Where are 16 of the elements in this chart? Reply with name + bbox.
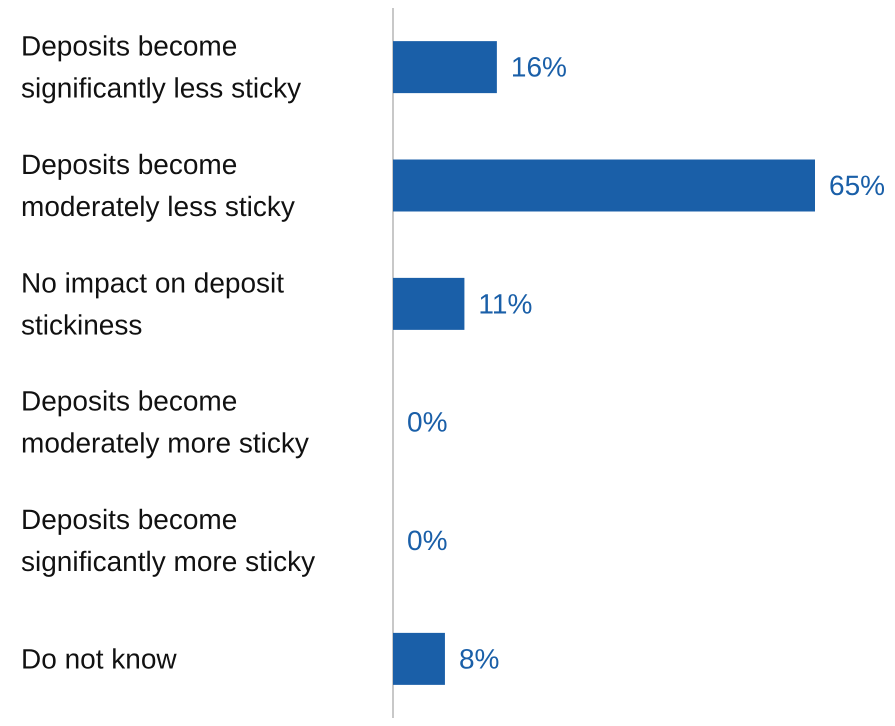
data-label: 8% [458, 643, 500, 674]
bar [393, 160, 815, 212]
y-tick-label: No impact on deposit stickiness [21, 267, 292, 340]
bar [393, 632, 445, 685]
y-tick-label: Deposits become significantly less sticky [21, 30, 302, 104]
bar [393, 278, 464, 330]
y-tick-label: Do not know [21, 643, 178, 674]
data-label: 16% [510, 52, 567, 83]
data-label: 0% [407, 525, 448, 556]
y-tick-label: Deposits become moderately less sticky [21, 149, 295, 222]
y-tick-label: Deposits become moderately more sticky [21, 386, 309, 459]
data-label: 0% [407, 406, 448, 438]
data-label: 65% [829, 170, 886, 201]
y-tick-label: Deposits become significantly more sticky [21, 504, 316, 577]
data-label: 11% [478, 288, 532, 320]
bar [393, 41, 497, 94]
